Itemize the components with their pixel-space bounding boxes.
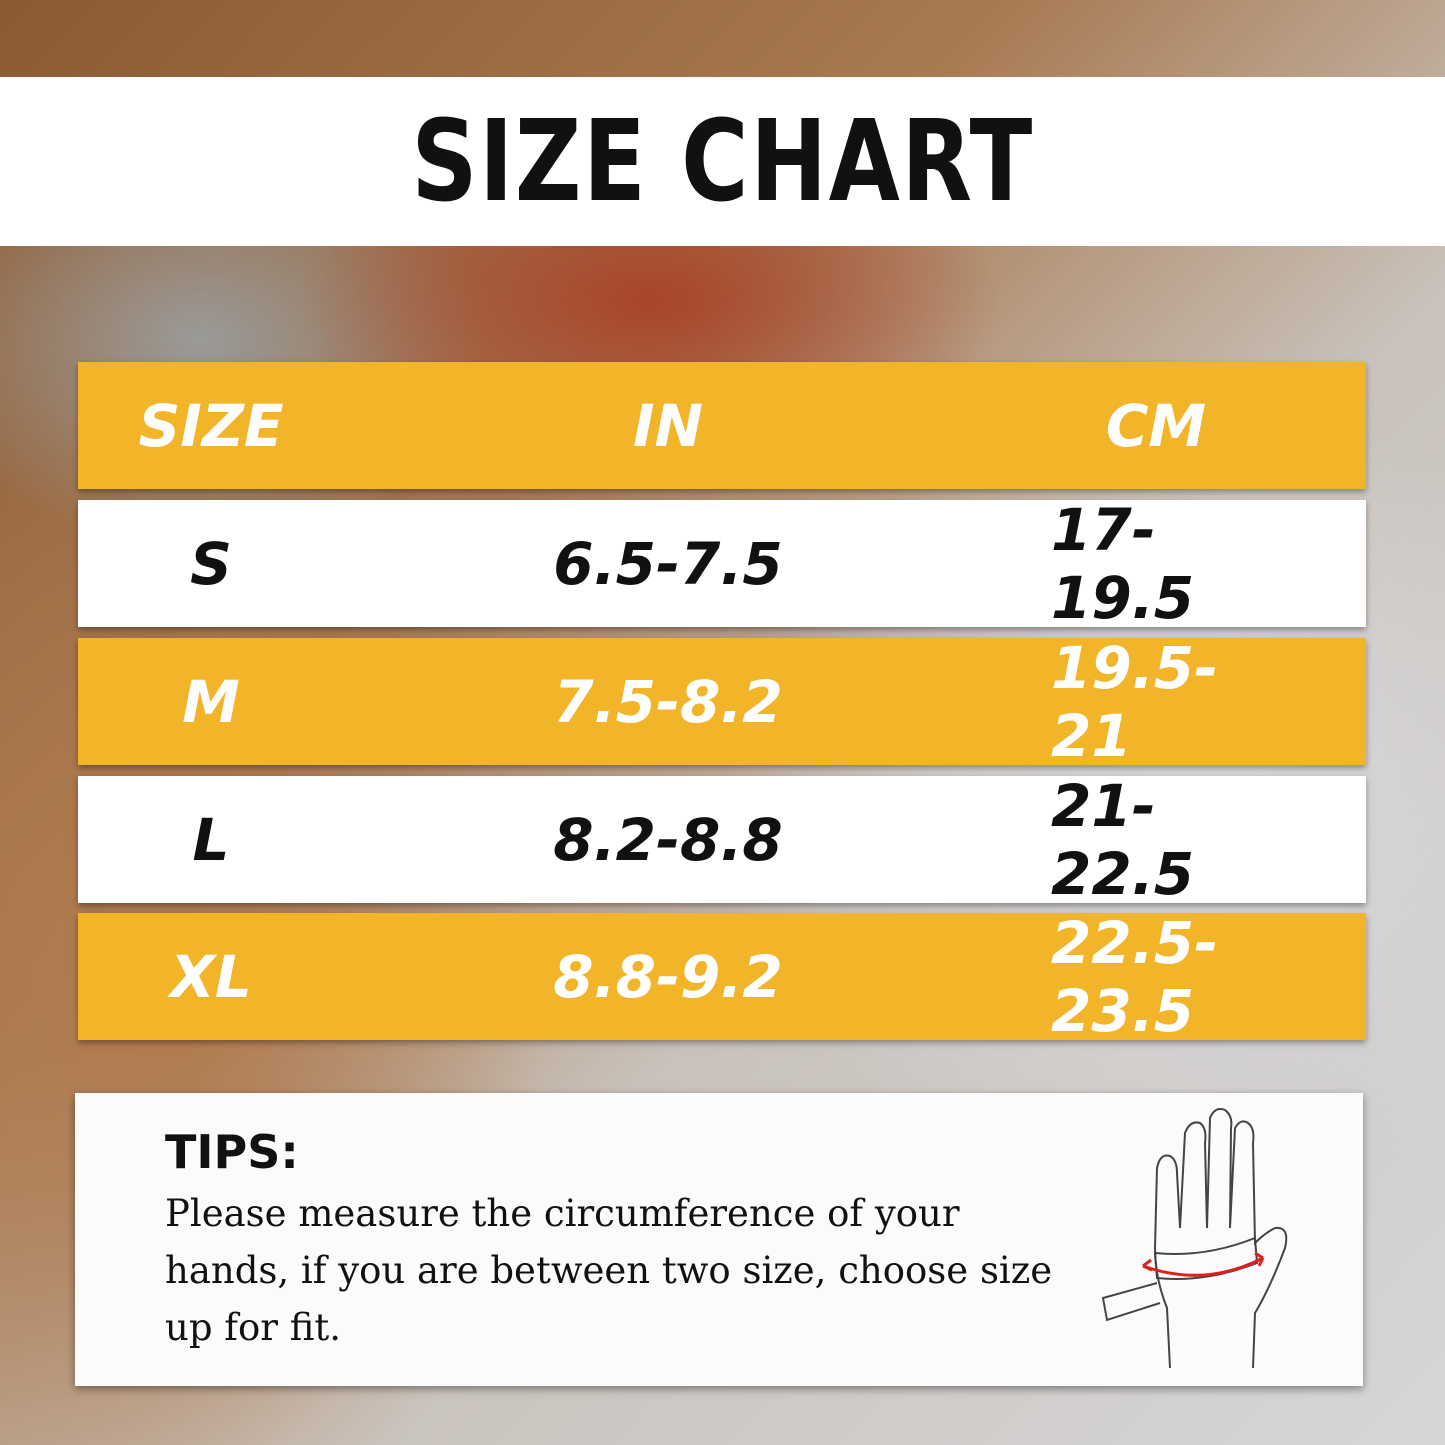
header-in: IN — [632, 391, 704, 460]
tips-box: TIPS: Please measure the circumference o… — [75, 1093, 1363, 1386]
table-row: M 7.5-8.2 19.5-21 — [78, 634, 1366, 770]
tips-text: Please measure the circumference of your… — [165, 1192, 1053, 1349]
in-cell: 8.2-8.8 — [553, 805, 783, 874]
header-size: SIZE — [138, 391, 284, 460]
table-row: L 8.2-8.8 21-22.5 — [78, 772, 1366, 908]
in-cell: 8.8-9.2 — [553, 942, 783, 1011]
cm-cell: 22.5-23.5 — [1051, 908, 1219, 1045]
page-title: SIZE CHART — [411, 96, 1034, 227]
cm-cell: 21-22.5 — [1051, 771, 1195, 908]
size-cell: XL — [170, 942, 252, 1011]
table-header: SIZE IN CM — [78, 362, 1366, 489]
title-banner: SIZE CHART — [0, 77, 1445, 246]
tips-heading: TIPS: — [165, 1125, 299, 1179]
table-row: S 6.5-7.5 17-19.5 — [78, 496, 1366, 632]
header-cm: CM — [1105, 391, 1207, 460]
hand-measuring-icon — [1101, 1108, 1288, 1369]
cm-cell: 19.5-21 — [1051, 633, 1219, 770]
in-cell: 6.5-7.5 — [553, 529, 783, 598]
cm-cell: 17-19.5 — [1051, 495, 1195, 632]
in-cell: 7.5-8.2 — [553, 667, 783, 736]
size-cell: M — [182, 667, 240, 736]
table-row: XL 8.8-9.2 22.5-23.5 — [78, 909, 1366, 1045]
size-cell: L — [192, 805, 230, 874]
size-cell: S — [190, 529, 232, 598]
